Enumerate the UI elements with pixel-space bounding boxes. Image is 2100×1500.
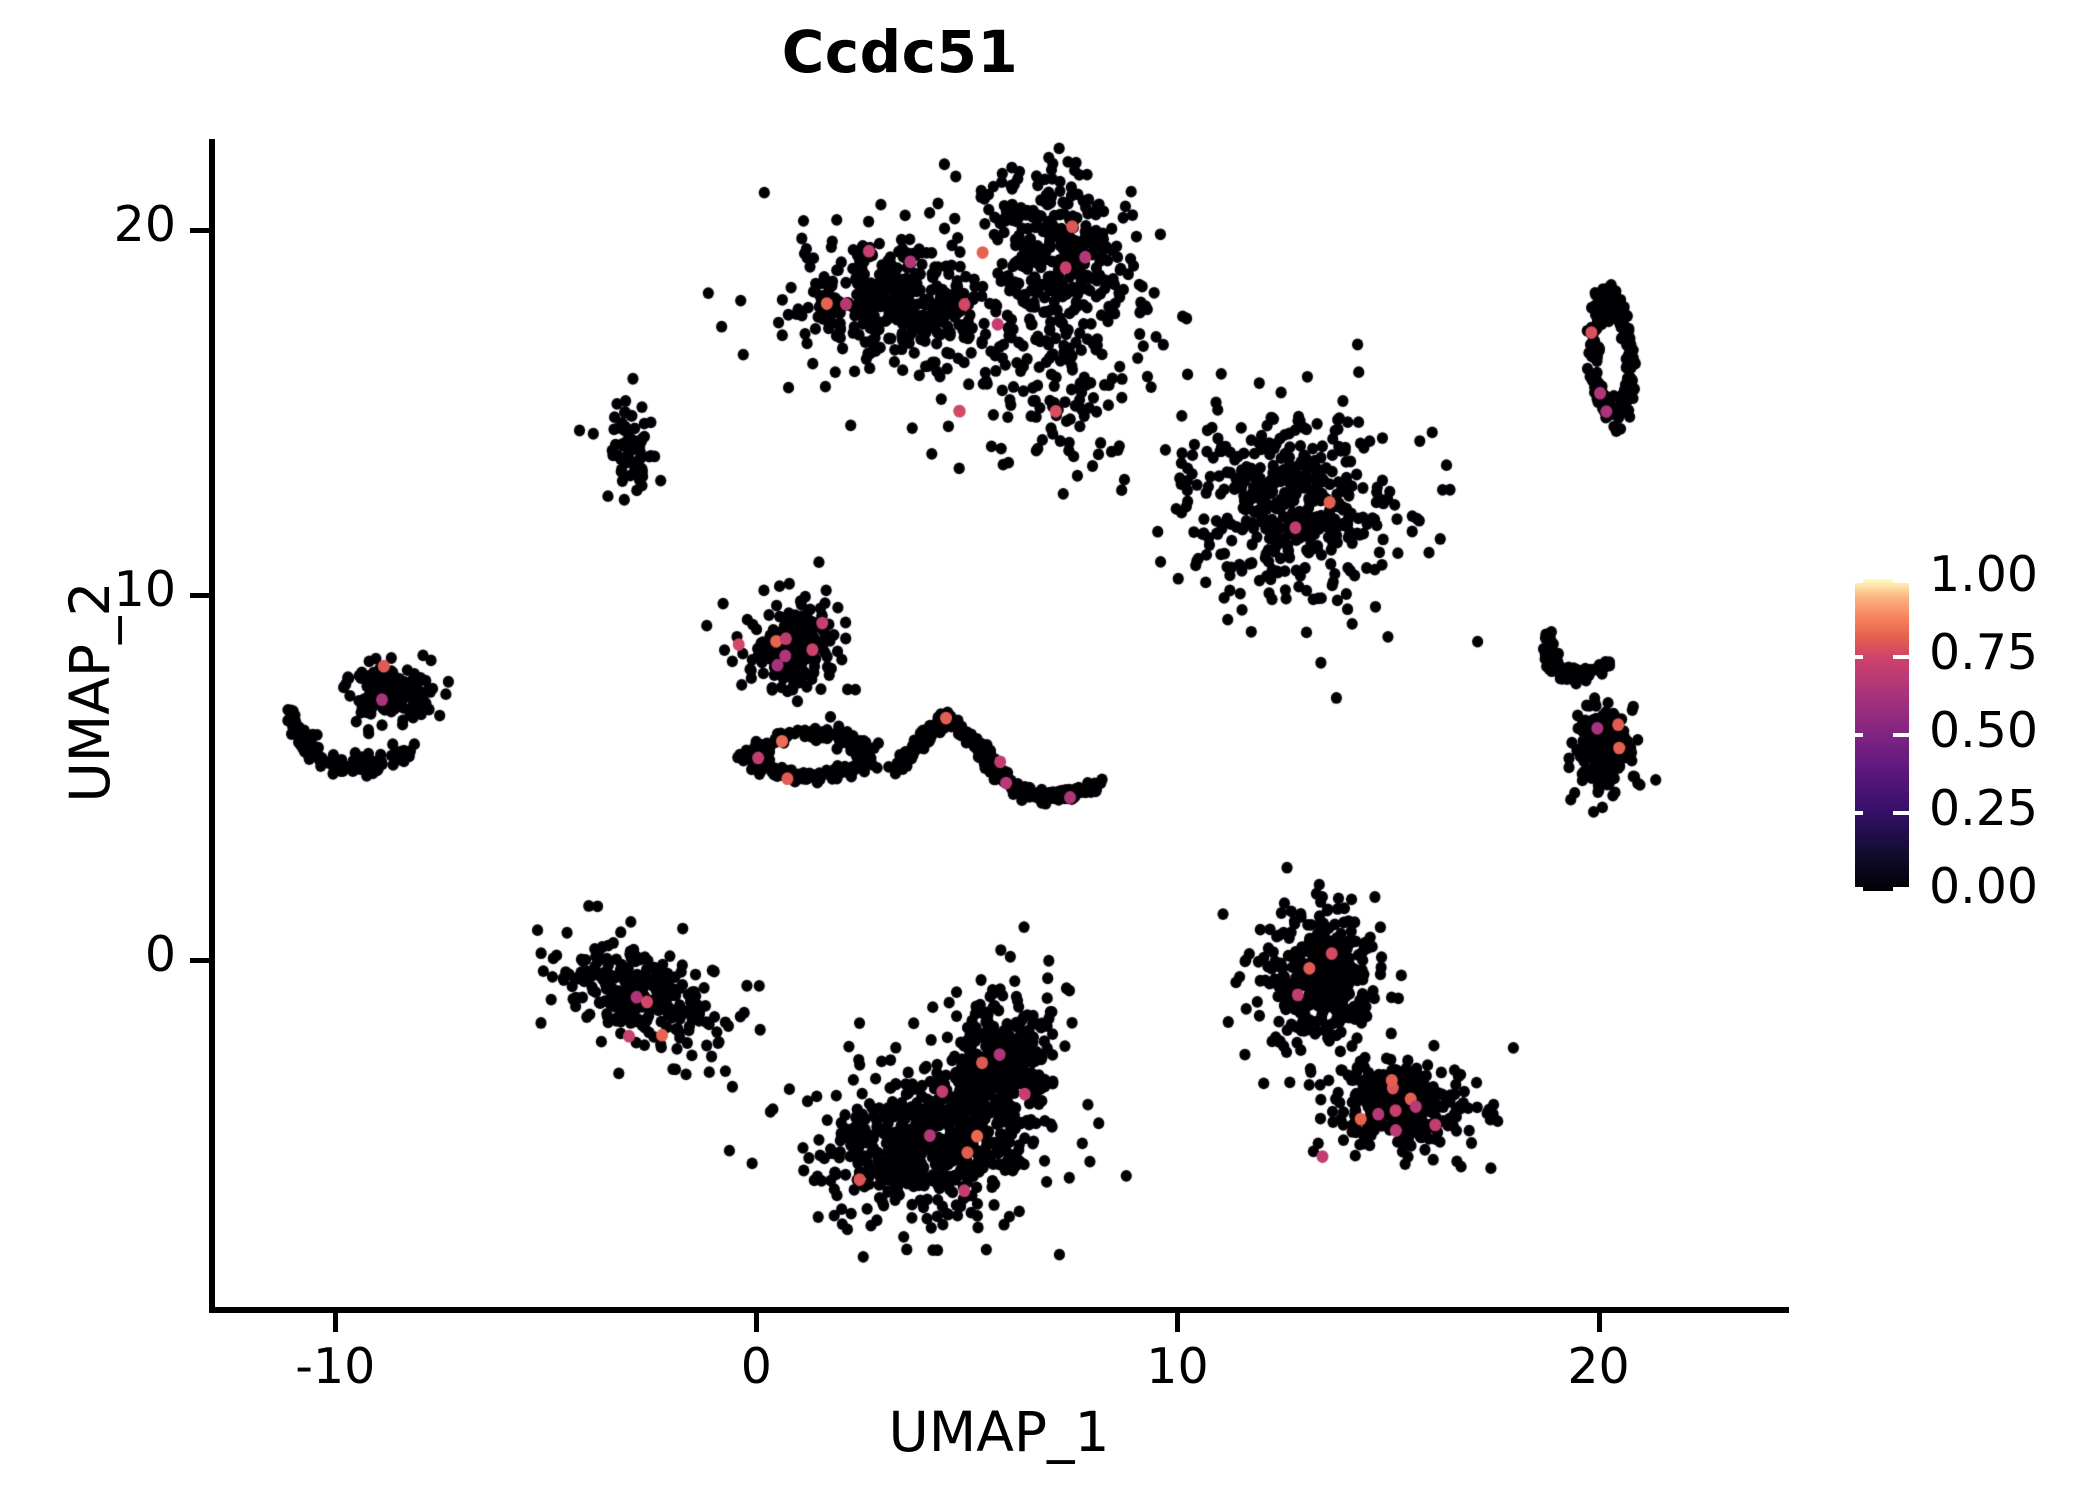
page-title: Ccdc51 — [781, 18, 1019, 86]
scatter-plot-area — [209, 139, 1788, 1310]
y-tick-label: 20 — [113, 196, 176, 254]
colorbar-tick-mark — [1893, 579, 1909, 583]
scatter-points-layer — [209, 139, 1788, 1310]
y-axis-label: UMAP_2 — [58, 581, 122, 803]
x-tick-label: 10 — [1146, 1338, 1209, 1395]
x-tick-label: 20 — [1567, 1338, 1630, 1395]
x-tick-mark — [1175, 1313, 1181, 1332]
colorbar-tick-mark-inner — [1855, 733, 1863, 737]
y-tick-label: 10 — [113, 560, 176, 618]
colorbar-tick-label: 0.50 — [1929, 702, 2039, 759]
colorbar-tick-label: 1.00 — [1929, 546, 2039, 603]
colorbar-tick-mark — [1893, 811, 1909, 815]
colorbar-tick-mark — [1893, 887, 1909, 891]
x-tick-mark — [754, 1313, 760, 1332]
colorbar-tick-mark — [1893, 655, 1909, 659]
y-tick-mark — [190, 228, 209, 234]
colorbar-tick-mark-inner — [1855, 655, 1863, 659]
y-axis-spine — [209, 139, 215, 1313]
x-tick-label: 0 — [740, 1338, 772, 1395]
colorbar-tick-label: 0.00 — [1929, 858, 2039, 915]
x-axis-spine — [209, 1307, 1789, 1313]
colorbar-tick-mark-inner — [1855, 887, 1863, 891]
x-tick-mark — [1596, 1313, 1602, 1332]
colorbar-tick-label: 0.25 — [1929, 780, 2039, 837]
y-tick-mark — [190, 592, 209, 598]
x-axis-label: UMAP_1 — [888, 1400, 1110, 1464]
colorbar-tick-mark — [1893, 733, 1909, 737]
colorbar-tick-mark-inner — [1855, 811, 1863, 815]
colorbar-tick-label: 0.75 — [1929, 624, 2039, 681]
colorbar-tick-mark-inner — [1855, 579, 1863, 583]
y-tick-label: 0 — [144, 925, 176, 983]
y-tick-mark — [190, 957, 209, 963]
x-tick-label: -10 — [295, 1338, 376, 1395]
x-tick-mark — [333, 1313, 339, 1332]
